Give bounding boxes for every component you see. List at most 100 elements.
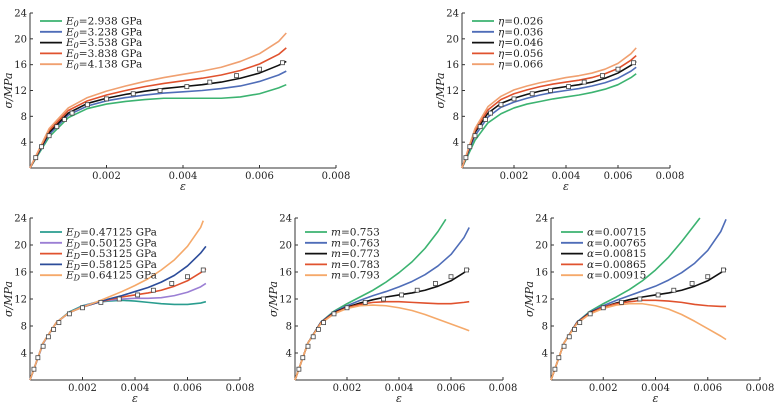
series-line-5 — [461, 47, 637, 169]
x-axis-label: ε — [396, 392, 402, 405]
experimental-point — [66, 311, 72, 317]
experimental-point — [655, 292, 661, 298]
x-tick-label: 0.002 — [589, 383, 618, 394]
experimental-point — [31, 366, 37, 372]
legend-entry: E0=4.138 GPa — [65, 59, 142, 72]
experimental-point — [572, 326, 577, 332]
legend-entry: η=0.056 — [498, 48, 543, 60]
experimental-point — [185, 274, 190, 280]
experimental-point — [467, 144, 473, 150]
x-tick-label: 0.008 — [746, 383, 775, 394]
experimental-point — [399, 292, 405, 298]
x-axis-label: ε — [563, 180, 569, 193]
experimental-point — [631, 60, 636, 66]
legend-entry: ED=0.58125 GPa — [65, 259, 157, 272]
experimental-point — [362, 299, 368, 305]
experimental-point — [561, 343, 567, 349]
experimental-point — [69, 110, 75, 116]
experimental-point — [705, 274, 711, 280]
y-tick-label: 16 — [446, 60, 459, 71]
series-line-5 — [294, 304, 470, 381]
y-tick-label: 16 — [279, 268, 292, 279]
legend-entry: α=0.00865 — [587, 259, 646, 271]
experimental-point — [529, 91, 535, 97]
experimental-point — [380, 296, 386, 302]
y-tick-label: 12 — [14, 295, 27, 306]
experimental-point — [566, 84, 571, 90]
series-line-3 — [461, 60, 637, 169]
experimental-point — [577, 320, 583, 326]
experimental-point — [135, 292, 141, 298]
legend-entry: η=0.026 — [498, 16, 543, 28]
experimental-point — [472, 133, 478, 139]
experimental-point — [207, 79, 213, 85]
legend-entry: α=0.00915 — [587, 270, 646, 282]
x-tick-label: 0.008 — [656, 171, 685, 182]
chart-panel-a: 0.002 0.004 0.006 0.008 4 8 12 16 20 24 ε σ/MPa E0=2… — [2, 9, 350, 194]
y-tick-label: 4 — [453, 138, 459, 149]
series-line-4 — [29, 47, 287, 169]
experimental-point — [116, 296, 122, 302]
experimental-point — [45, 334, 51, 340]
experimental-point — [587, 311, 593, 317]
y-axis-label: σ/MPa — [267, 281, 280, 317]
experimental-point — [51, 326, 57, 332]
experimental-point — [482, 117, 488, 122]
series-line-5 — [29, 220, 204, 381]
series-line-1 — [461, 73, 637, 169]
series-line-2 — [461, 66, 637, 169]
experimental-point — [39, 144, 44, 150]
experimental-point — [689, 281, 695, 286]
legend-entry: α=0.00815 — [587, 248, 646, 260]
experimental-point — [615, 66, 621, 72]
experimental-point — [234, 73, 239, 79]
x-tick-label: 0.004 — [385, 383, 414, 394]
experimental-point — [619, 299, 624, 305]
x-tick-label: 0.004 — [121, 383, 150, 394]
y-tick-label: 12 — [14, 86, 27, 97]
x-tick-label: 0.004 — [169, 171, 198, 182]
y-tick-label: 12 — [279, 295, 292, 306]
experimental-point — [637, 296, 643, 302]
x-tick-label: 0.002 — [500, 171, 529, 182]
experimental-point — [464, 267, 470, 273]
legend-entry: ED=0.64125 GPa — [65, 270, 157, 283]
x-axis-label: ε — [180, 180, 186, 193]
y-tick-label: 24 — [446, 9, 459, 20]
legend-entry: ED=0.50125 GPa — [65, 237, 157, 250]
legend-entry: m=0.753 — [331, 227, 380, 239]
x-tick-label: 0.006 — [604, 171, 633, 182]
legend-entry: E0=3.838 GPa — [65, 48, 142, 61]
experimental-point — [257, 66, 262, 72]
x-axis-label: ε — [132, 392, 138, 405]
legend-entry: η=0.066 — [498, 59, 543, 71]
y-tick-label: 20 — [279, 241, 292, 252]
x-tick-label: 0.006 — [437, 383, 466, 394]
x-tick-label: 0.008 — [322, 171, 351, 182]
chart-panel-b: 0.002 0.004 0.006 0.008 4 8 12 16 20 24 ε σ/MPa η=0.… — [434, 9, 684, 194]
y-tick-label: 24 — [14, 214, 27, 225]
experimental-point — [130, 91, 136, 97]
series-line-2 — [29, 70, 287, 169]
experimental-point — [184, 84, 190, 90]
legend-entry: α=0.00765 — [587, 237, 646, 249]
y-axis-label: σ/MPa — [2, 73, 15, 109]
y-axis-label: σ/MPa — [523, 281, 536, 317]
experimental-point — [280, 60, 285, 66]
series-line-4 — [550, 299, 727, 381]
experimental-point — [548, 88, 553, 93]
experimental-point — [511, 96, 517, 102]
x-tick-label: 0.008 — [226, 383, 255, 394]
series-line-4 — [294, 300, 470, 381]
x-tick-label: 0.004 — [552, 171, 581, 182]
chart-panel-e: 0.002 0.004 0.006 0.008 4 8 12 16 20 24 ε σ/MPa α=0.… — [523, 214, 774, 406]
y-tick-label: 4 — [286, 349, 292, 360]
y-tick-label: 20 — [14, 241, 27, 252]
experimental-point — [448, 274, 454, 280]
y-tick-label: 16 — [14, 268, 27, 279]
x-tick-label: 0.002 — [68, 383, 97, 394]
y-axis-label: σ/MPa — [2, 281, 15, 317]
